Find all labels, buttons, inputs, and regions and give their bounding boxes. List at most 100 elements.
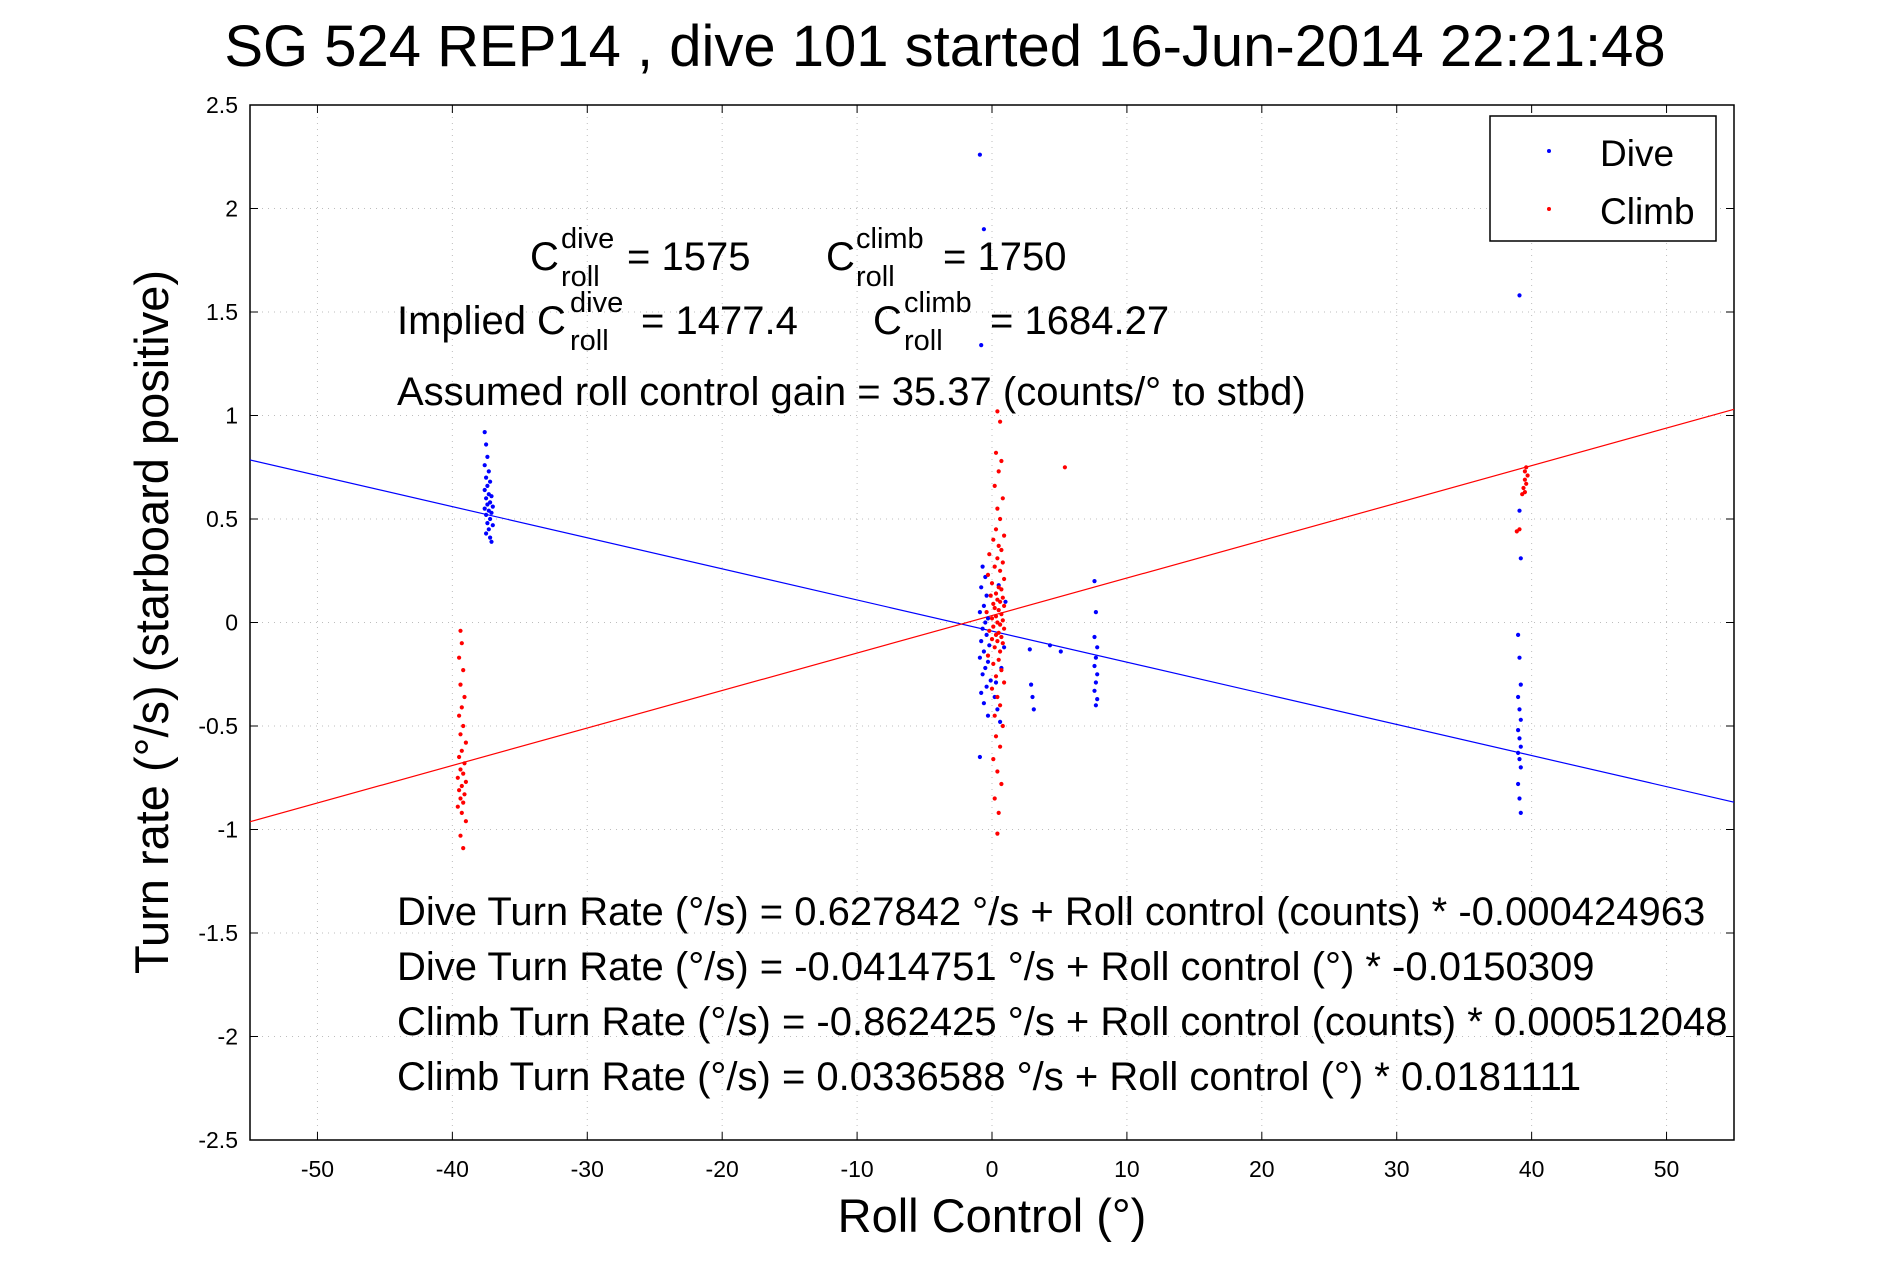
equation-dive-counts: Dive Turn Rate (°/s) = 0.627842 °/s + Ro…: [397, 890, 1705, 934]
fit-line-climb: [249, 408, 1735, 823]
climb-point: [455, 775, 460, 780]
data-points: [455, 152, 1530, 851]
climb-point: [993, 614, 999, 619]
legend-label-dive: Dive: [1600, 133, 1674, 174]
climb-point: [1002, 680, 1007, 685]
dive-point: [490, 523, 495, 528]
implied-climb-value: = 1684.27: [990, 299, 1169, 343]
c-roll-climb-sup: climb: [856, 223, 924, 255]
climb-point: [993, 527, 999, 532]
dive-point: [979, 639, 984, 644]
dive-point: [482, 487, 487, 493]
x-tick-label: 0: [986, 1156, 999, 1182]
dive-point: [1095, 645, 1100, 650]
implied-dive-sub: roll: [570, 325, 609, 357]
climb-point: [998, 599, 1003, 604]
dive-point: [984, 684, 989, 689]
dive-point: [1093, 655, 1098, 660]
climb-point: [1522, 490, 1527, 495]
dive-point: [1092, 579, 1097, 584]
dive-point: [1092, 663, 1097, 669]
climb-point: [458, 767, 463, 772]
climb-point: [459, 748, 464, 753]
climb-point: [998, 744, 1003, 749]
climb-point: [999, 612, 1004, 617]
dive-point: [981, 649, 987, 654]
climb-point: [995, 409, 1000, 414]
climb-point: [1525, 473, 1530, 478]
x-tick-label: 20: [1249, 1156, 1275, 1182]
dive-point: [1027, 647, 1032, 652]
climb-point: [463, 779, 468, 785]
dive-point: [490, 504, 495, 509]
dive-point: [486, 469, 491, 474]
climb-point: [999, 547, 1004, 553]
dive-point: [1031, 707, 1036, 712]
climb-point: [991, 757, 996, 762]
x-tick-label: -50: [301, 1156, 334, 1182]
climb-point: [1062, 465, 1067, 470]
climb-point: [458, 833, 463, 838]
climb-point: [998, 516, 1003, 522]
climb-point: [987, 628, 992, 633]
climb-point: [457, 713, 462, 718]
dive-point: [486, 527, 491, 532]
climb-point: [995, 639, 1000, 644]
dive-point: [977, 754, 983, 760]
chart-title: SG 524 REP14 , dive 101 started 16-Jun-2…: [224, 14, 1665, 79]
dive-point: [1095, 672, 1100, 677]
dive-point: [482, 430, 487, 435]
legend-box: [1489, 115, 1717, 242]
x-tick-label: 10: [1114, 1156, 1140, 1182]
dive-point: [1518, 717, 1523, 722]
climb-point: [457, 655, 462, 660]
climb-point: [998, 703, 1003, 708]
climb-point: [989, 581, 995, 586]
climb-point: [462, 694, 467, 700]
climb-point: [1517, 527, 1522, 532]
legend-marker-climb: [1547, 207, 1551, 211]
climb-point: [995, 506, 1000, 511]
x-tick-label: -20: [706, 1156, 739, 1182]
climb-point: [998, 568, 1003, 573]
dive-point: [1517, 736, 1522, 741]
legend-label-climb: Climb: [1600, 191, 1695, 232]
series-dive: [482, 152, 1523, 816]
dive-point: [1092, 634, 1097, 640]
climb-point: [461, 800, 466, 805]
dive-point: [484, 512, 489, 518]
c-roll-dive-sub: roll: [561, 261, 600, 293]
x-tick-label: -10: [840, 1156, 873, 1182]
y-tick-label: 2: [225, 196, 238, 222]
climb-point: [992, 713, 997, 718]
c-roll-climb-value: = 1750: [943, 235, 1066, 279]
dive-point: [1518, 682, 1523, 687]
implied-climb-sup: climb: [904, 287, 972, 319]
dive-point: [1516, 728, 1521, 733]
climb-point: [991, 601, 996, 607]
dive-point: [995, 707, 1000, 712]
dive-point: [977, 655, 983, 660]
dive-point: [980, 672, 985, 677]
x-axis-label: Roll Control (°): [838, 1189, 1147, 1242]
climb-point: [459, 810, 464, 816]
dive-point: [977, 152, 983, 157]
dive-point: [485, 521, 490, 526]
climb-point: [991, 537, 996, 542]
climb-point: [1002, 533, 1007, 538]
dive-point: [1029, 682, 1034, 687]
legend-marker-dive: [1547, 149, 1551, 153]
dive-point: [1093, 680, 1098, 685]
dive-point: [485, 454, 490, 459]
dive-point: [484, 496, 489, 501]
climb-point: [455, 804, 460, 809]
climb-point: [996, 810, 1001, 816]
dive-point: [977, 610, 983, 615]
climb-point: [998, 622, 1003, 627]
dive-point: [980, 626, 985, 631]
dive-point: [1002, 645, 1007, 650]
climb-point: [989, 616, 995, 621]
dive-point: [984, 593, 989, 598]
climb-point: [461, 771, 466, 776]
